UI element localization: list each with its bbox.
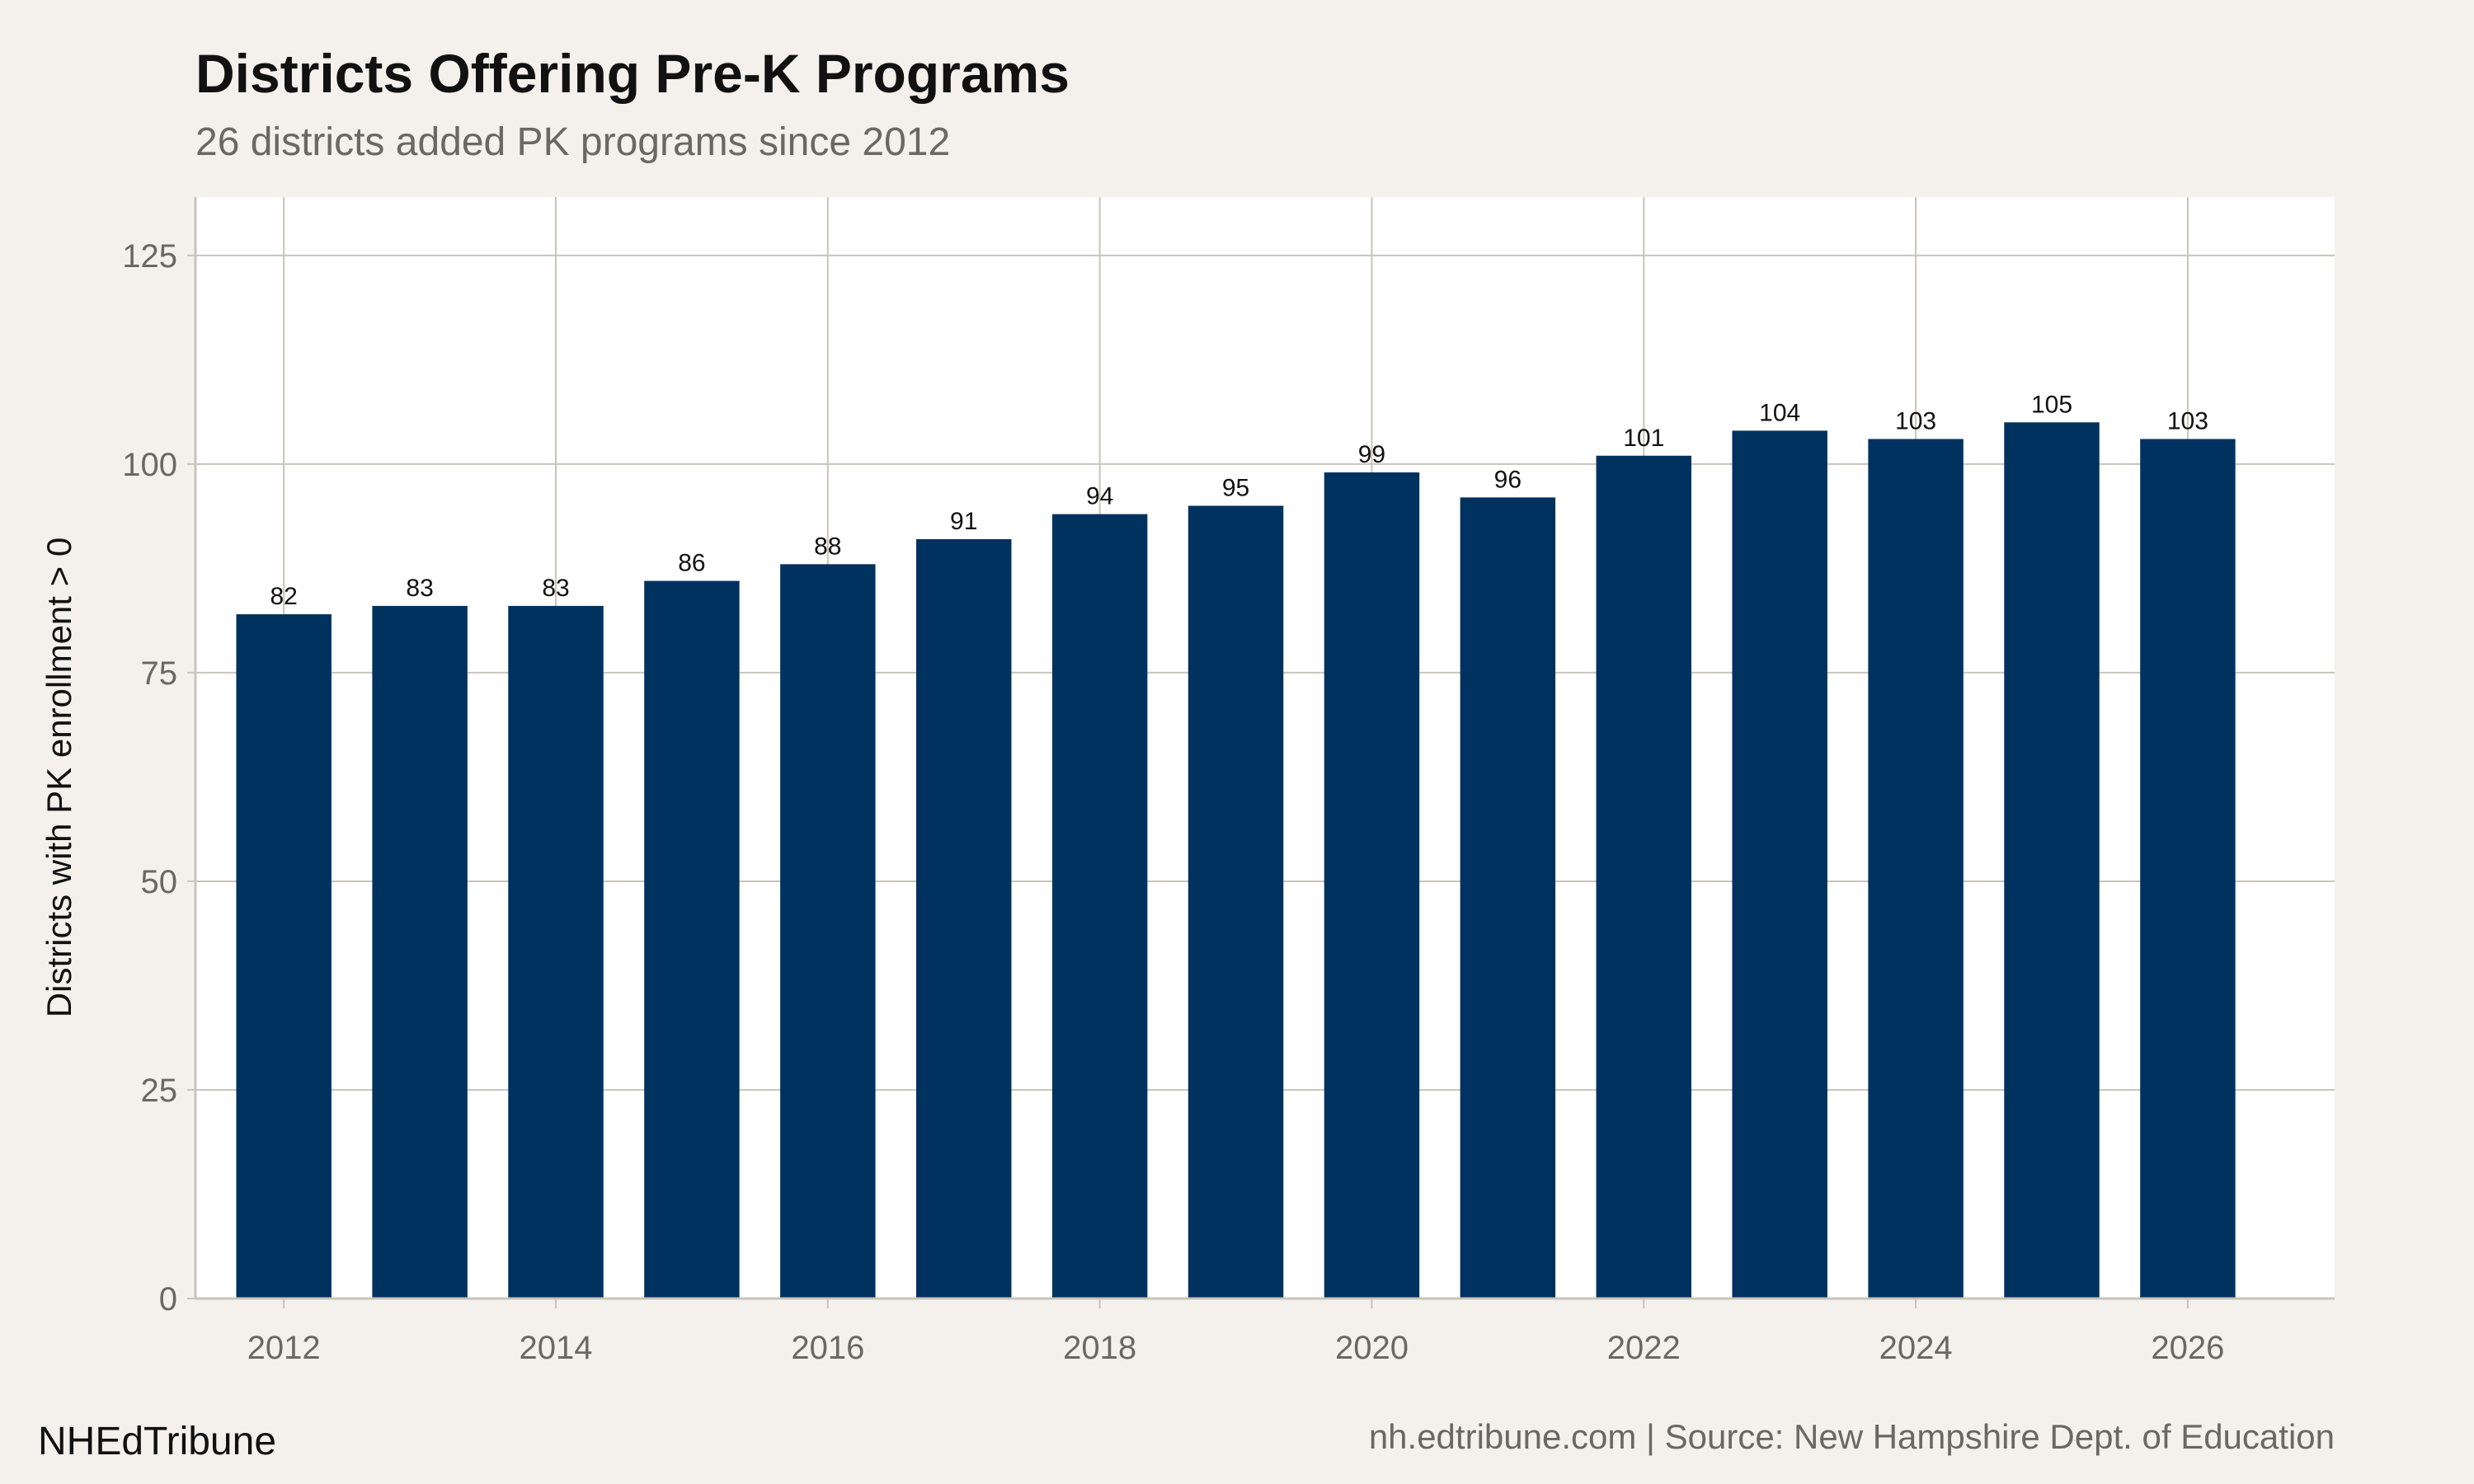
source-caption: nh.edtribune.com | Source: New Hampshire… <box>1369 1417 2335 1456</box>
data-label-2019: 95 <box>1222 474 1249 501</box>
bar-2019 <box>1188 505 1284 1298</box>
data-label-2017: 91 <box>950 508 977 535</box>
data-label-2016: 88 <box>814 533 841 560</box>
axes: 0 25 50 75 100 125 2012 2014 2016 2018 2020 2022 202… <box>122 197 2335 1366</box>
data-label-2021: 96 <box>1494 466 1522 493</box>
x-tick-label: 2020 <box>1335 1330 1409 1366</box>
data-label-2012: 82 <box>270 583 298 610</box>
x-tick-label: 2026 <box>2151 1330 2224 1366</box>
data-label-2023: 104 <box>1759 399 1800 426</box>
bar-2015 <box>644 580 740 1298</box>
bar-2022 <box>1596 455 1691 1298</box>
x-tick-label: 2022 <box>1607 1330 1681 1366</box>
data-label-2015: 86 <box>678 550 705 577</box>
y-tick-label: 75 <box>141 655 178 692</box>
x-tick-label: 2018 <box>1063 1330 1136 1366</box>
bar-2012 <box>236 614 332 1298</box>
data-label-2013: 83 <box>406 575 433 602</box>
data-label-2026: 103 <box>2167 408 2208 435</box>
data-label-2014: 83 <box>542 575 569 602</box>
y-tick-label: 100 <box>122 447 177 483</box>
x-tick-label: 2016 <box>791 1330 864 1366</box>
data-label-2018: 94 <box>1086 483 1113 510</box>
bar-2026 <box>2140 439 2236 1298</box>
bar-2016 <box>780 564 876 1298</box>
bar-2024 <box>1868 439 1964 1298</box>
bar-2025 <box>2004 422 2100 1298</box>
data-labels: 82 83 83 86 88 91 94 95 99 96 101 104 103 105 103 <box>270 391 2208 610</box>
bar-2013 <box>372 605 468 1298</box>
x-tick-label: 2024 <box>1879 1330 1953 1366</box>
chart-subtitle: 26 districts added PK programs since 201… <box>195 120 950 164</box>
data-label-2020: 99 <box>1358 441 1385 468</box>
x-tick-label: 2012 <box>247 1330 321 1366</box>
bar-2014 <box>508 605 604 1298</box>
bar-2018 <box>1051 514 1148 1298</box>
data-label-2025: 105 <box>2031 391 2072 418</box>
bars <box>236 422 2236 1298</box>
y-tick-label: 125 <box>122 238 177 275</box>
data-label-2024: 103 <box>1895 408 1936 435</box>
bar-2021 <box>1460 497 1556 1298</box>
bar-2017 <box>916 538 1012 1298</box>
x-tick-label: 2014 <box>520 1330 593 1366</box>
chart-title: Districts Offering Pre-K Programs <box>195 43 1070 104</box>
brand-logo-text: NHEdTribune <box>38 1420 276 1463</box>
y-tick-label: 50 <box>141 864 178 900</box>
bar-2023 <box>1732 430 1827 1298</box>
y-axis-title: Districts with PK enrollment > 0 <box>40 538 78 1017</box>
data-label-2022: 101 <box>1623 425 1664 452</box>
y-tick-label: 0 <box>159 1281 177 1317</box>
bar-2020 <box>1324 472 1420 1298</box>
y-tick-label: 25 <box>141 1073 178 1109</box>
